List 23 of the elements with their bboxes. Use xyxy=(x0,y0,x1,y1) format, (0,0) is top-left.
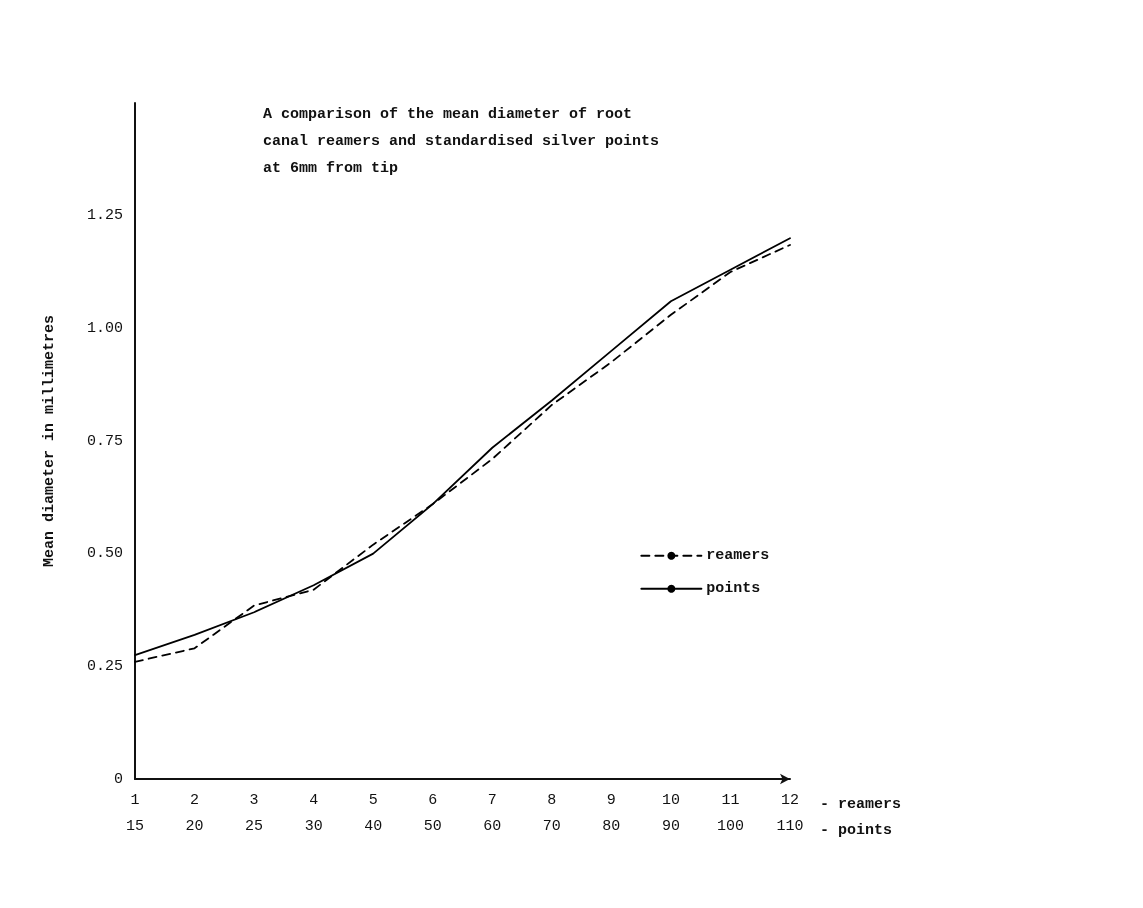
y-tick-label: 0.75 xyxy=(86,432,123,450)
x-tick-label: 4 30 xyxy=(304,791,323,835)
x-tick-label: 8 70 xyxy=(542,791,561,835)
x-axis-title: - reamers - points xyxy=(820,795,902,839)
y-axis-title: Mean diameter in millimetres xyxy=(41,314,58,568)
x-tick-label: 1 15 xyxy=(125,791,145,835)
x-tick-label: 7 60 xyxy=(483,791,502,835)
legend-label: reamers xyxy=(706,547,770,565)
y-tick-label: 0.25 xyxy=(86,657,123,675)
y-tick-label: 0 xyxy=(113,770,123,788)
x-tick-label: 6 50 xyxy=(423,791,442,835)
x-tick-label: 10 90 xyxy=(661,791,680,835)
y-tick-label: 0.50 xyxy=(86,545,123,563)
x-tick-label: 5 40 xyxy=(364,791,383,835)
x-tick-label: 12 110 xyxy=(776,791,804,835)
legend-label: points xyxy=(706,580,761,598)
x-tick-label: 11 100 xyxy=(716,791,744,835)
y-tick-label: 1.25 xyxy=(86,207,123,225)
y-tick-label: 1.00 xyxy=(86,319,123,337)
x-tick-label: 2 20 xyxy=(185,791,204,835)
x-tick-label: 3 25 xyxy=(245,791,264,835)
text: A comparison of the mean diameter of root canal reamers and standardised silver points at 6mm from tip xyxy=(263,106,660,177)
x-tick-label: 9 80 xyxy=(602,791,621,835)
